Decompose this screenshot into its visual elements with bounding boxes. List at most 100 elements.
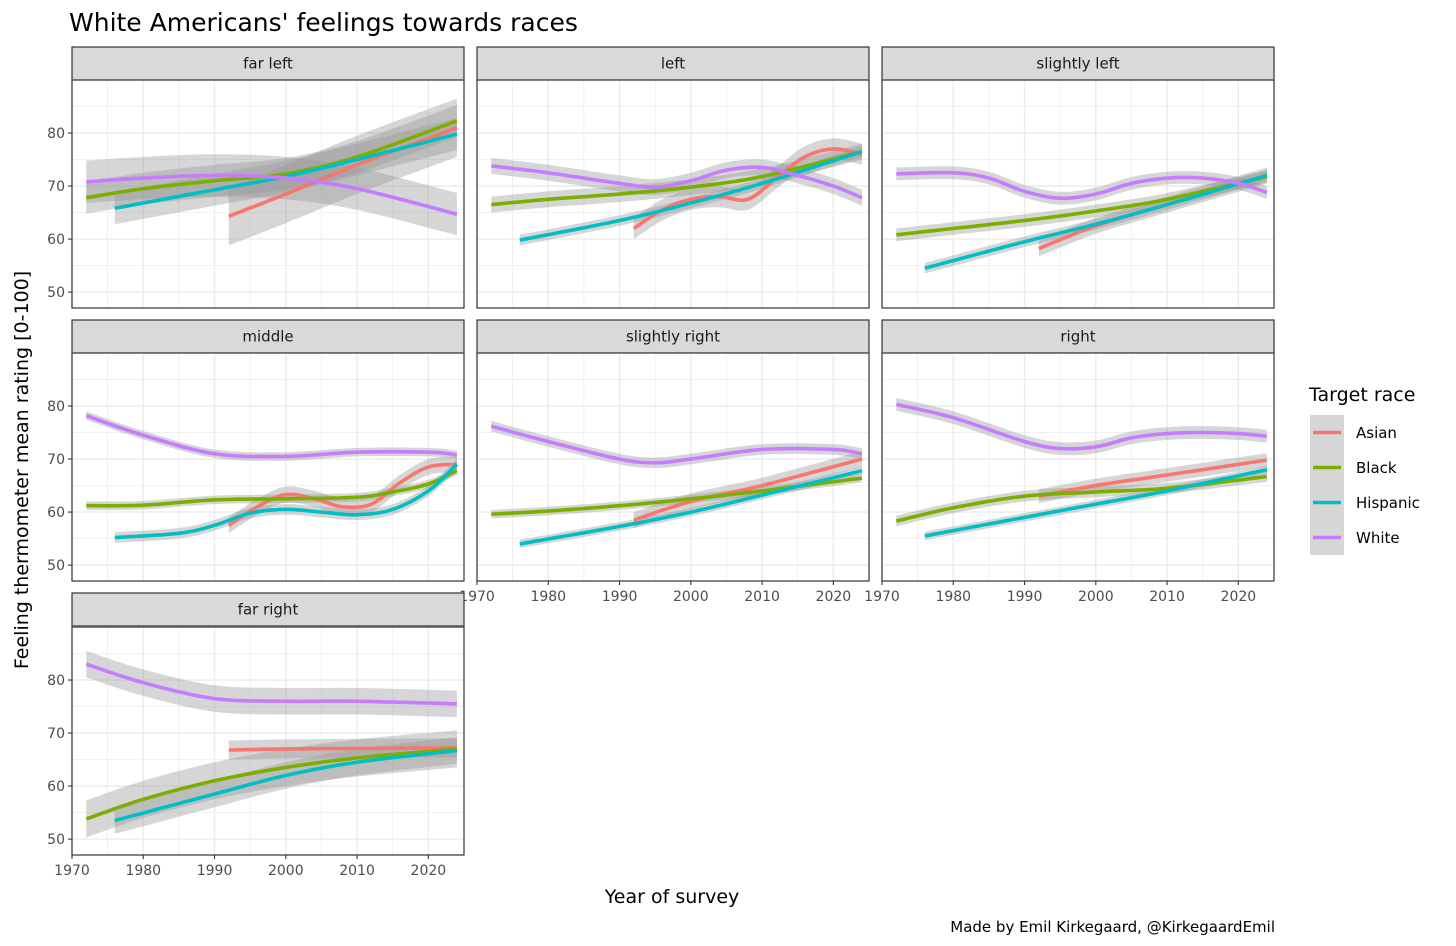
- panel-grid: [881, 352, 1275, 581]
- y-tick-label: 60: [47, 232, 65, 248]
- series-line-hispanic: [924, 173, 1268, 270]
- legend-label-hispanic: Hispanic: [1356, 494, 1420, 512]
- series-line-asian: [1038, 458, 1268, 498]
- facet-strip-label: slightly right: [626, 328, 720, 346]
- facet-panel: far right 50 60 70 80 1970 1980 1990 2000 2010 202…: [47, 592, 465, 879]
- series-line-white: [896, 170, 1268, 201]
- series-line-hispanic: [519, 468, 863, 546]
- series-line-white: [491, 164, 863, 200]
- panel-border: [71, 626, 465, 856]
- series-line-white: [86, 173, 458, 216]
- series-line-white: [85, 413, 458, 459]
- x-tick-label: 2020: [816, 589, 852, 605]
- series-line-black: [896, 174, 1268, 237]
- series-line-black: [85, 747, 458, 821]
- facet-strip-label: slightly left: [1036, 55, 1119, 73]
- panel-border: [71, 352, 465, 582]
- panel-border: [881, 79, 1275, 309]
- facet-strip: [71, 46, 465, 81]
- y-tick-label: 60: [47, 779, 65, 795]
- series-line-white: [490, 424, 863, 465]
- series-line-black: [491, 149, 863, 207]
- x-tick-label: 2010: [1149, 589, 1185, 605]
- y-tick-label: 80: [47, 673, 65, 689]
- confidence-band-white: [86, 154, 457, 236]
- y-tick-label: 60: [47, 505, 65, 521]
- series-line-hispanic: [924, 467, 1268, 538]
- x-tick-label: 2020: [1221, 589, 1257, 605]
- confidence-band-black: [86, 466, 457, 510]
- facet-strip-label: far right: [238, 601, 299, 619]
- x-tick-label: 2010: [744, 589, 780, 605]
- x-tick-label: 1970: [864, 589, 900, 605]
- panel-border: [476, 352, 870, 582]
- y-axis-title: Feeling thermometer mean rating [0-100]: [11, 271, 33, 669]
- facet-panel: right 1970 1980 1990 2000 2010 2020: [864, 319, 1275, 605]
- legend-entries: Asian Black Hispanic White: [1310, 415, 1420, 555]
- facet-panel: left: [476, 46, 870, 309]
- caption: Made by Emil Kirkegaard, @KirkegaardEmil: [950, 918, 1275, 936]
- panel-border: [476, 79, 870, 309]
- y-tick-label: 50: [47, 285, 65, 301]
- x-tick-label: 2000: [673, 589, 709, 605]
- confidence-band-black: [86, 104, 457, 214]
- legend-label-white: White: [1356, 529, 1400, 547]
- series-line-asian: [632, 147, 863, 230]
- series-line-hispanic: [519, 149, 863, 242]
- chart-title: White Americans' feelings towards races: [69, 8, 578, 37]
- series-line-black: [85, 119, 458, 200]
- facet-panel: far left 50 60 70 80: [47, 46, 465, 309]
- facet-strip: [476, 319, 870, 354]
- y-tick-label: 70: [47, 179, 65, 195]
- confidence-band-asian: [228, 456, 457, 534]
- facet-strip: [881, 319, 1275, 354]
- x-tick-label: 2000: [1078, 589, 1114, 605]
- x-tick-label: 2010: [339, 863, 375, 879]
- panel-background: [477, 353, 869, 581]
- x-tick-label: 2000: [268, 863, 304, 879]
- facet-strip: [71, 319, 465, 354]
- legend-label-black: Black: [1356, 459, 1397, 477]
- y-tick-label: 70: [47, 726, 65, 742]
- x-tick-label: 1980: [530, 589, 566, 605]
- x-tick-label: 1990: [602, 589, 638, 605]
- legend: Target race Asian Black Hispanic White: [1308, 384, 1420, 555]
- y-tick-label: 50: [47, 832, 65, 848]
- series-line-white: [895, 402, 1268, 451]
- x-tick-label: 1970: [459, 589, 495, 605]
- confidence-band-white: [86, 411, 457, 461]
- confidence-band-hispanic: [114, 118, 457, 225]
- x-tick-label: 1980: [125, 863, 161, 879]
- facet-panel: slightly left: [881, 46, 1275, 309]
- x-tick-label: 1980: [935, 589, 971, 605]
- facet-strip-label: far left: [243, 55, 293, 73]
- y-tick-label: 50: [47, 558, 65, 574]
- series-line-white: [85, 662, 457, 706]
- panel-border: [71, 79, 465, 309]
- x-tick-label: 2020: [411, 863, 447, 879]
- legend-label-asian: Asian: [1356, 424, 1397, 442]
- facet-panels: far left 50 60 70 80 left slightly left middle 5…: [47, 46, 1275, 879]
- x-tick-label: 1990: [197, 863, 233, 879]
- panel-border: [881, 352, 1275, 582]
- y-tick-label: 80: [47, 126, 65, 142]
- facet-strip-label: right: [1060, 328, 1095, 346]
- panel-background: [72, 627, 464, 855]
- series-line-hispanic: [114, 748, 458, 823]
- y-tick-label: 70: [47, 452, 65, 468]
- facet-panel: middle 50 60 70 80: [47, 319, 465, 582]
- x-tick-label: 1990: [1007, 589, 1043, 605]
- facet-strip: [71, 592, 465, 627]
- panel-background: [477, 80, 869, 308]
- panel-background: [72, 80, 464, 308]
- facet-strip-label: left: [661, 55, 685, 73]
- series-line-asian: [228, 746, 457, 752]
- x-tick-label: 1970: [54, 863, 90, 879]
- x-axis-title: Year of survey: [604, 886, 740, 908]
- facet-strip-label: middle: [242, 328, 293, 346]
- y-tick-label: 80: [47, 399, 65, 415]
- series-line-black: [491, 476, 863, 516]
- confidence-band-black: [896, 471, 1267, 527]
- series-line-asian: [227, 462, 458, 527]
